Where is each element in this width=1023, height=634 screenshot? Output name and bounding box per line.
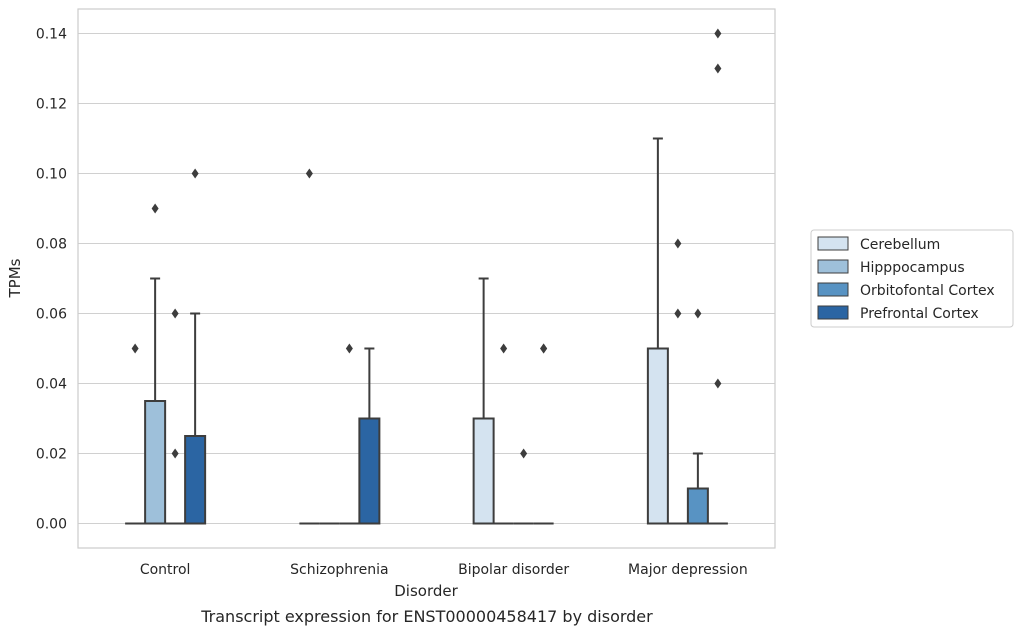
plot-frame	[77, 8, 776, 549]
plot-area	[78, 9, 775, 548]
legend-label: Prefrontal Cortex	[860, 306, 979, 322]
x-axis-ticks: Control Schizophrenia Bipolar disorder Majo…	[140, 562, 748, 578]
box-rect	[472, 417, 495, 525]
x-tick-label: Bipolar disorder	[458, 562, 569, 578]
outlier-point	[694, 308, 702, 319]
outlier-point	[345, 343, 353, 354]
y-axis-ticks: 0.00 0.02 0.04 0.06 0.08 0.10 0.12 0.14	[36, 27, 67, 533]
y-tick-label: 0.02	[36, 447, 67, 463]
box-hipppocampus	[493, 343, 514, 525]
legend-swatch	[817, 259, 849, 274]
box-prefrontal-cortex	[707, 28, 728, 525]
outlier-point	[714, 378, 722, 389]
outlier-point	[540, 343, 548, 354]
outlier-point	[714, 63, 722, 74]
outlier-point	[131, 343, 139, 354]
x-tick-label: Schizophrenia	[290, 562, 388, 578]
box-orbitofontal-cortex	[686, 308, 709, 525]
outlier-point	[171, 448, 179, 459]
y-tick-label: 0.10	[36, 167, 67, 183]
y-tick-label: 0.06	[36, 307, 67, 323]
legend-label: Cerebellum	[860, 237, 940, 253]
legend-swatch	[817, 282, 849, 297]
outlier-point	[171, 308, 179, 319]
outlier-point	[674, 308, 682, 319]
box-prefrontal-cortex	[184, 168, 207, 525]
box-rect	[144, 400, 167, 525]
box-orbitofontal-cortex	[513, 448, 534, 525]
legend-frame	[810, 229, 1014, 328]
legend-swatch	[817, 305, 849, 320]
box-cerebellum	[299, 168, 320, 525]
box-orbitofontal-cortex	[165, 308, 186, 525]
box-orbitofontal-cortex	[339, 343, 360, 525]
outlier-point	[500, 343, 508, 354]
box-hipppocampus	[144, 203, 167, 525]
outlier-point	[191, 168, 199, 179]
outlier-point	[714, 28, 722, 39]
outlier-point	[151, 203, 159, 214]
chart-caption: Transcript expression for ENST0000045841…	[200, 607, 653, 626]
x-tick-label: Major depression	[628, 562, 748, 578]
legend: Cerebellum Hipppocampus Orbitofontal Corte…	[810, 229, 1014, 328]
box-prefrontal-cortex	[533, 343, 554, 525]
y-tick-label: 0.08	[36, 237, 67, 253]
outlier-point	[674, 238, 682, 249]
box-rect	[358, 417, 381, 525]
y-axis-label: TPMs	[6, 258, 24, 298]
box-cerebellum	[646, 137, 669, 525]
box-rect	[686, 487, 709, 525]
box-prefrontal-cortex	[358, 347, 381, 525]
outlier-point	[520, 448, 528, 459]
legend-swatch	[817, 236, 849, 251]
y-tick-label: 0.12	[36, 97, 67, 113]
y-tick-label: 0.00	[36, 517, 67, 533]
box-rect	[184, 435, 207, 525]
x-tick-label: Control	[140, 562, 191, 578]
legend-label: Hipppocampus	[860, 260, 965, 276]
box-cerebellum	[472, 277, 495, 525]
legend-label: Orbitofontal Cortex	[860, 283, 995, 299]
outlier-point	[305, 168, 313, 179]
box-rect	[646, 347, 669, 525]
y-tick-label: 0.14	[36, 27, 67, 43]
y-tick-label: 0.04	[36, 377, 67, 393]
box-hipppocampus	[667, 238, 688, 525]
box-cerebellum	[125, 343, 146, 525]
box-marks	[125, 28, 728, 525]
x-axis-label: Disorder	[394, 582, 458, 600]
